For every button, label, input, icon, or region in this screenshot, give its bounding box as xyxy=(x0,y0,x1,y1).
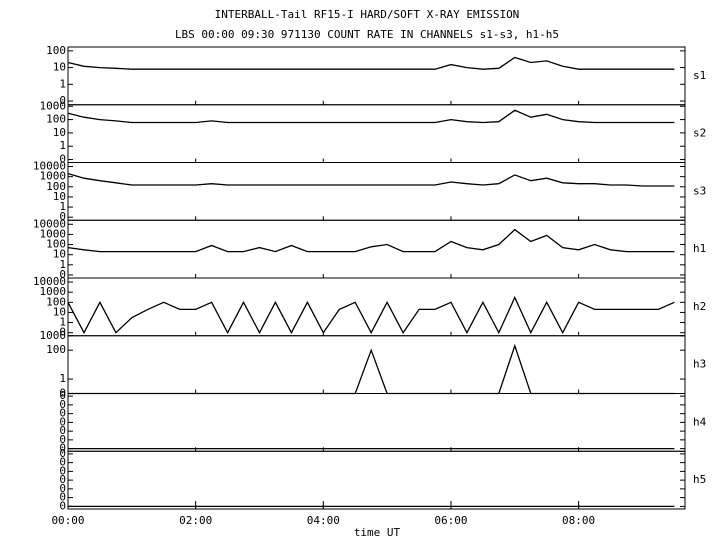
data-line xyxy=(68,343,675,395)
x-tick-label: 06:00 xyxy=(434,514,467,527)
y-tick-label: 0 xyxy=(59,442,66,455)
x-tick-label: 02:00 xyxy=(179,514,212,527)
y-tick-label: 1000 xyxy=(40,227,67,240)
panel-frame xyxy=(67,450,686,510)
panel-frame xyxy=(67,104,686,163)
x-tick-label: 04:00 xyxy=(307,514,340,527)
y-tick-label: 0 xyxy=(59,482,66,495)
series-label: h5 xyxy=(693,473,706,486)
series-label: h2 xyxy=(693,300,706,313)
y-tick-label: 1 xyxy=(59,258,66,271)
y-tick-label: 1000 xyxy=(40,329,67,342)
y-tick-label: 0 xyxy=(59,499,66,512)
y-tick-label: 1 xyxy=(59,372,66,385)
y-tick-label: 10 xyxy=(53,248,66,261)
y-tick-label: 0 xyxy=(59,491,66,504)
data-line xyxy=(67,228,675,253)
y-tick-label: 100 xyxy=(46,295,66,308)
data-line xyxy=(67,295,675,335)
y-tick-label: 0 xyxy=(59,415,66,428)
y-tick-label: 0 xyxy=(59,398,66,411)
y-tick-label: 1000 xyxy=(40,99,67,112)
y-tick-label: 0 xyxy=(59,433,66,446)
series-label: h1 xyxy=(693,242,706,255)
y-tick-label: 10 xyxy=(53,126,66,139)
panel-frame xyxy=(67,46,686,106)
data-line xyxy=(67,172,675,187)
y-tick-label: 100 xyxy=(46,343,66,356)
y-tick-label: 100 xyxy=(46,44,66,57)
y-tick-label: 10000 xyxy=(33,217,66,230)
y-tick-label: 100 xyxy=(46,238,66,251)
y-tick-label: 10000 xyxy=(33,160,66,173)
y-tick-label: 10000 xyxy=(33,275,66,288)
data-line xyxy=(67,56,675,70)
y-tick-label: 10 xyxy=(53,61,66,74)
series-label: s3 xyxy=(693,184,706,197)
y-tick-label: 1 xyxy=(59,139,66,152)
x-tick-label: 00:00 xyxy=(51,514,84,527)
x-axis-label: time UT xyxy=(354,526,401,539)
data-line xyxy=(67,109,675,124)
y-tick-label: 10 xyxy=(53,305,66,318)
y-tick-label: 1 xyxy=(59,200,66,213)
y-tick-label: 100 xyxy=(46,180,66,193)
y-tick-label: 0 xyxy=(59,210,66,223)
y-tick-label: 0 xyxy=(59,464,66,477)
panel-frame xyxy=(67,219,686,279)
y-tick-label: 0 xyxy=(59,268,66,281)
chart-title: INTERBALL-Tail RF15-I HARD/SOFT X-RAY EM… xyxy=(215,8,520,21)
y-tick-label: 0 xyxy=(59,326,66,339)
series-label: h4 xyxy=(693,415,707,428)
panel-frame xyxy=(67,162,686,221)
y-tick-label: 0 xyxy=(59,153,66,166)
panel-frame xyxy=(67,393,686,452)
y-tick-label: 1000 xyxy=(40,285,67,298)
y-tick-label: 1 xyxy=(59,316,66,329)
y-tick-label: 10 xyxy=(53,190,66,203)
series-label: h3 xyxy=(693,358,706,371)
panel-frame xyxy=(67,277,686,337)
x-tick-label: 08:00 xyxy=(562,514,595,527)
y-tick-label: 0 xyxy=(59,389,66,402)
series-label: s2 xyxy=(693,127,706,140)
y-tick-label: 0 xyxy=(59,387,66,400)
y-tick-label: 0 xyxy=(59,456,66,469)
y-tick-label: 1 xyxy=(59,77,66,90)
y-tick-label: 0 xyxy=(59,407,66,420)
series-label: s1 xyxy=(693,69,706,82)
y-tick-label: 0 xyxy=(59,447,66,460)
y-tick-label: 0 xyxy=(59,424,66,437)
y-tick-label: 100 xyxy=(46,113,66,126)
y-tick-label: 1000 xyxy=(40,170,67,183)
y-tick-label: 0 xyxy=(59,473,66,486)
chart-subtitle: LBS 00:00 09:30 971130 COUNT RATE IN CHA… xyxy=(175,28,559,41)
y-tick-label: 0 xyxy=(59,94,66,107)
